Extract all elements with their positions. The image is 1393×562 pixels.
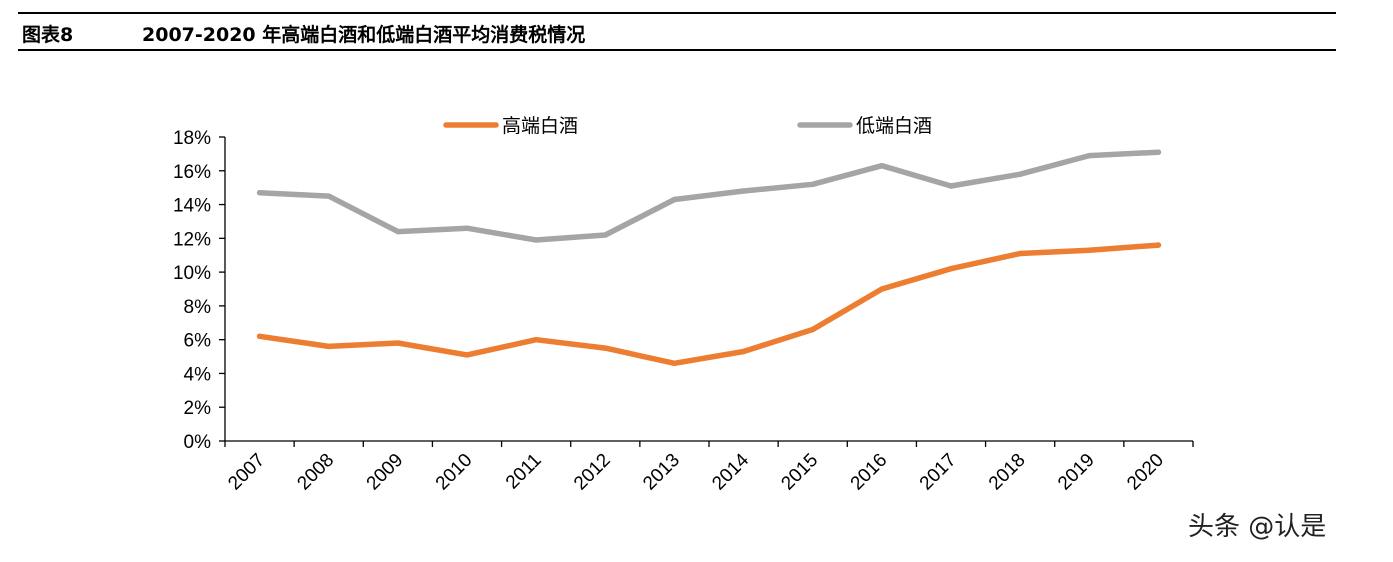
data-point <box>326 343 332 350</box>
data-point <box>671 196 678 203</box>
y-tick-label: 0% <box>184 432 212 453</box>
data-point <box>602 345 608 351</box>
data-point <box>395 228 401 235</box>
data-point <box>1155 242 1162 248</box>
y-tick-label: 2% <box>184 398 212 419</box>
data-point <box>464 225 470 231</box>
data-point <box>879 163 885 169</box>
data-point <box>1086 152 1092 159</box>
x-tick-label: 2009 <box>363 450 408 495</box>
header-bottom-rule <box>18 49 1336 51</box>
y-tick-label: 14% <box>173 196 211 217</box>
data-point <box>671 360 678 367</box>
data-point <box>1017 171 1023 177</box>
x-tick-label: 2020 <box>1123 450 1168 495</box>
x-tick-label: 2010 <box>432 450 477 495</box>
data-point <box>533 336 539 343</box>
data-point <box>533 237 539 243</box>
x-tick-label: 2019 <box>1054 450 1099 495</box>
data-point <box>740 348 747 355</box>
figure-header: 图表8 2007-2020 年高端白酒和低端白酒平均消费税情况 <box>22 18 585 48</box>
y-tick-label: 6% <box>184 331 212 352</box>
data-point <box>464 352 470 358</box>
x-tick-label: 2013 <box>639 450 684 495</box>
x-tick-label: 2016 <box>847 450 892 495</box>
data-point <box>395 340 401 346</box>
x-tick-label: 2012 <box>570 450 615 495</box>
x-tick-label: 2015 <box>778 450 823 495</box>
data-point <box>810 181 816 187</box>
figure-title: 2007-2020 年高端白酒和低端白酒平均消费税情况 <box>142 23 586 46</box>
data-point <box>1086 247 1092 253</box>
y-tick-label: 8% <box>184 297 212 318</box>
data-point <box>879 286 885 292</box>
series-line-low-end <box>256 149 1162 243</box>
y-tick-label: 4% <box>184 364 212 385</box>
x-tick-label: 2011 <box>502 450 546 494</box>
watermark: 头条 @认是 <box>1188 512 1327 542</box>
series-line-high-end <box>256 242 1162 367</box>
legend-label: 高端白酒 <box>502 115 578 137</box>
data-point <box>740 188 747 194</box>
header-top-rule <box>18 12 1336 14</box>
x-tick-label: 2014 <box>708 449 753 494</box>
data-point <box>1017 250 1023 257</box>
data-point <box>256 190 263 196</box>
x-tick-label: 2007 <box>224 450 269 495</box>
y-tick-label: 12% <box>173 229 211 250</box>
legend-label: 低端白酒 <box>856 115 932 137</box>
y-tick-label: 18% <box>173 128 211 149</box>
data-point <box>602 232 608 238</box>
x-tick-label: 2008 <box>294 450 339 495</box>
x-tick-label: 2017 <box>916 450 961 495</box>
data-point <box>326 193 332 199</box>
data-point <box>1155 149 1162 155</box>
data-point <box>948 266 954 272</box>
figure-label: 图表8 <box>22 23 74 46</box>
data-point <box>810 326 816 333</box>
data-point <box>948 183 954 189</box>
data-point <box>256 333 263 339</box>
x-tick-label: 2018 <box>985 450 1030 495</box>
y-tick-label: 16% <box>173 162 211 183</box>
y-tick-label: 10% <box>173 263 211 284</box>
